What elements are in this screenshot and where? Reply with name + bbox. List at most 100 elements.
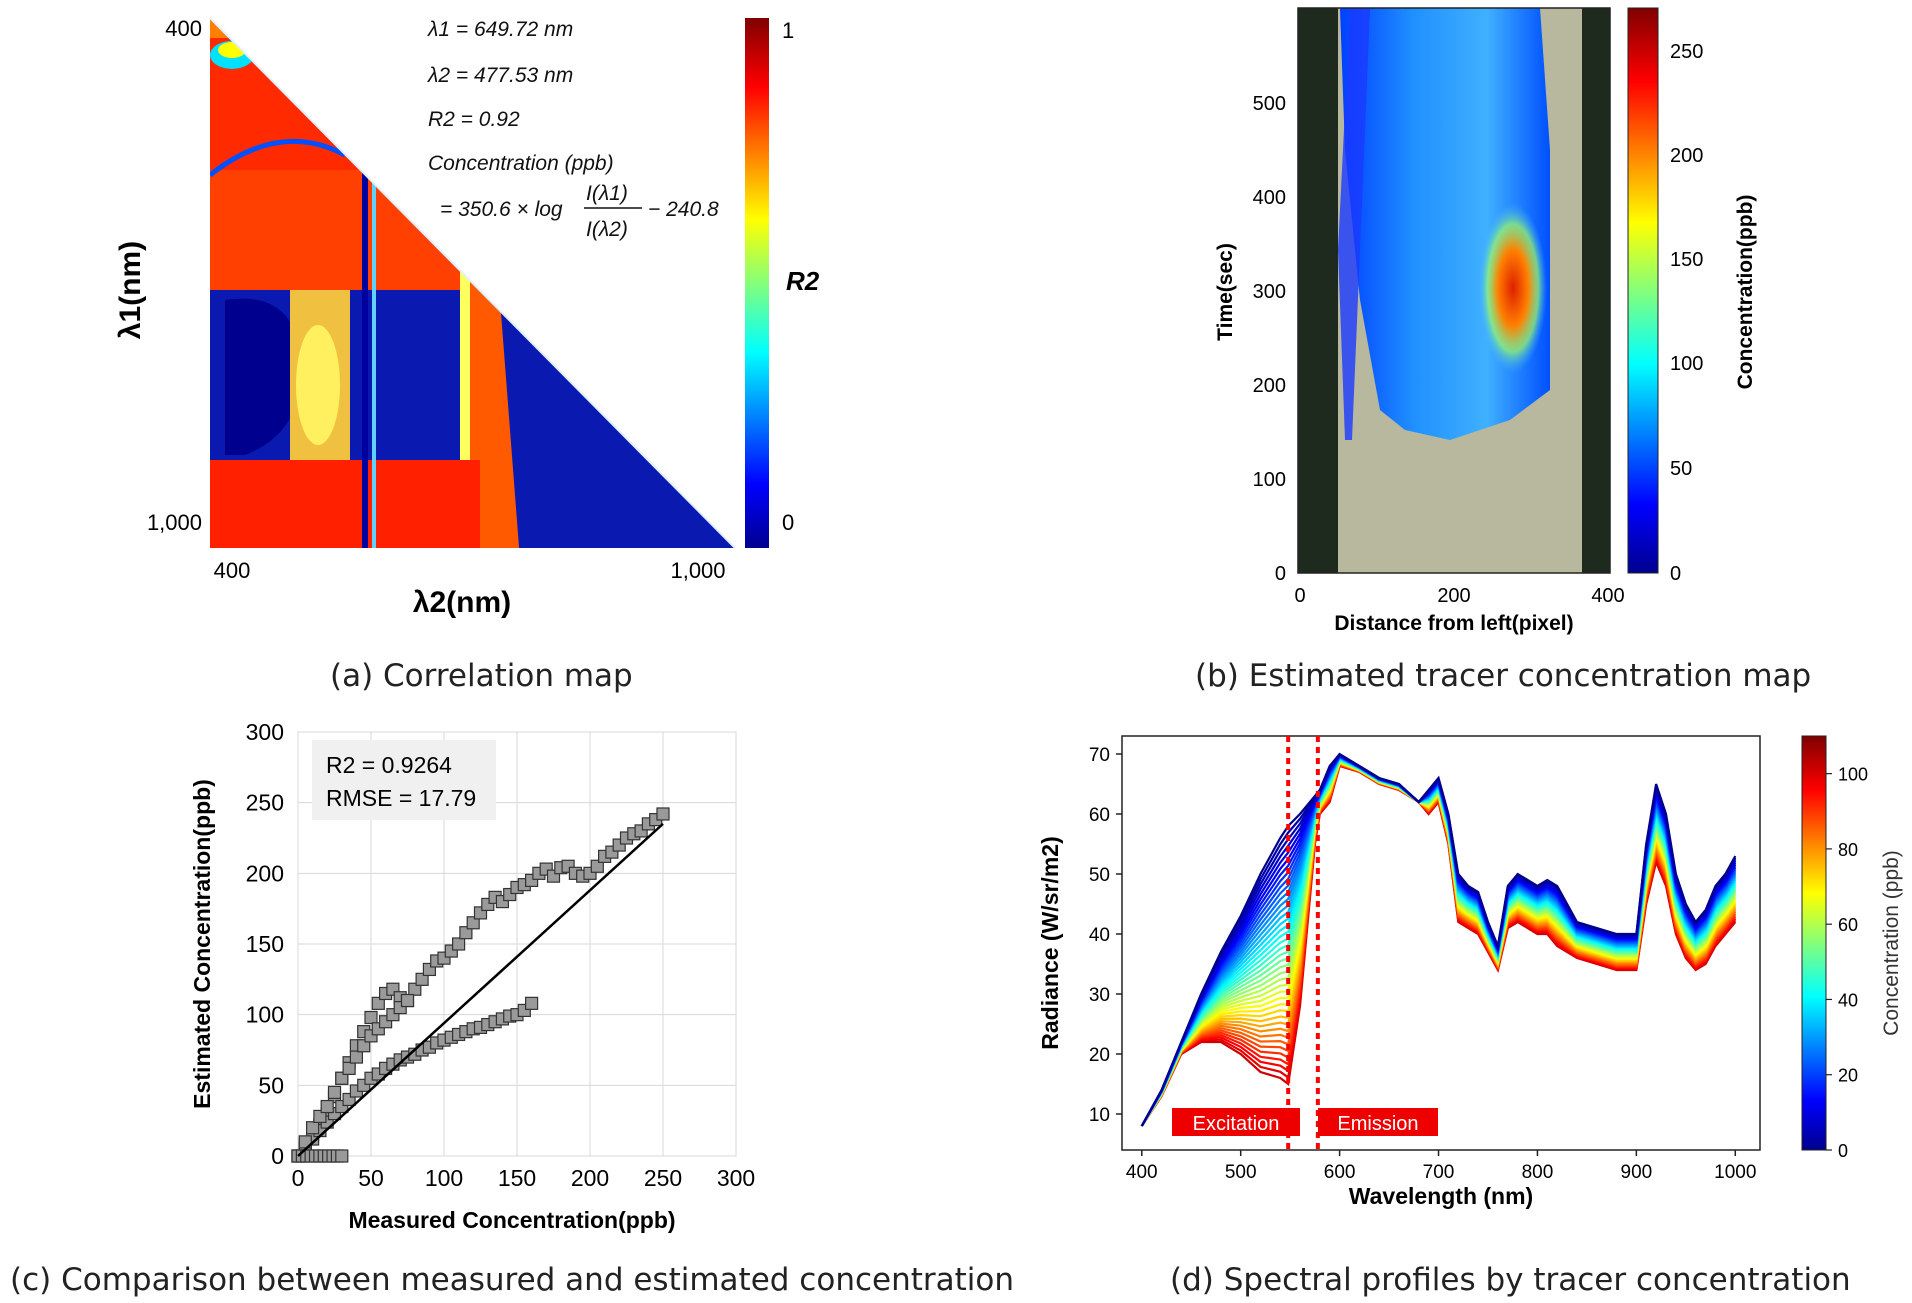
- b-cbar-label: Concentration(ppb): [1734, 195, 1757, 390]
- c-stat-rmse: RMSE = 17.79: [326, 785, 476, 811]
- tracer-map-panel: 0 100 200 300 400 500 0 200 400 Distance…: [1214, 7, 1757, 635]
- d-xtick-label: 400: [1126, 1162, 1158, 1183]
- b-xtick-400: 400: [1591, 585, 1624, 607]
- c-point: [452, 937, 466, 951]
- b-x-axis: 0 200 400: [1294, 585, 1624, 607]
- a-eq-num: I(λ1): [586, 182, 628, 205]
- a-ylabel: λ1(nm): [114, 241, 147, 339]
- c-point: [408, 982, 422, 996]
- c-point: [656, 807, 670, 821]
- d-spectra: [1140, 752, 1737, 1127]
- c-stat-r2: R2 = 0.9264: [326, 752, 452, 778]
- d-colorbar-ticks: 0 20 40 60 80 100: [1826, 765, 1868, 1161]
- a-eq-prefix: = 350.6 × log: [440, 198, 563, 221]
- c-xtick-label: 50: [358, 1165, 384, 1191]
- correlation-map-panel: 400 1,000 400 1,000 λ1(nm) λ2(nm) λ1 = 6…: [114, 16, 820, 619]
- c-point: [400, 993, 415, 1008]
- c-ytick-label: 200: [246, 860, 284, 886]
- c-xtick-label: 150: [498, 1165, 536, 1191]
- b-cbar-tick-250: 250: [1670, 41, 1703, 63]
- d-ytick-label: 70: [1089, 745, 1110, 766]
- d-cbar-tick-label: 100: [1838, 765, 1868, 785]
- d-xtick-label: 600: [1324, 1162, 1356, 1183]
- a-xlabel: λ2(nm): [413, 586, 511, 619]
- d-xtick-label: 900: [1621, 1162, 1653, 1183]
- c-point: [459, 926, 473, 940]
- c-point: [364, 1010, 378, 1025]
- c-xtick-label: 200: [571, 1165, 609, 1191]
- c-xtick-label: 100: [425, 1165, 463, 1191]
- c-point: [320, 1099, 334, 1114]
- c-ytick-label: 150: [246, 931, 284, 957]
- d-xtick-label: 1000: [1714, 1162, 1756, 1183]
- c-point: [335, 1149, 349, 1163]
- d-emission-badge: [1318, 1108, 1438, 1136]
- d-y-ticks: 10 20 30 40 50 60 70: [1089, 745, 1122, 1126]
- a-cbar-tick-0: 0: [782, 510, 794, 535]
- caption-a: (a) Correlation map: [330, 658, 633, 694]
- d-xtick-label: 500: [1225, 1162, 1257, 1183]
- c-y-ticks: 0 50 100 150 200 250 300: [246, 719, 284, 1169]
- c-stats-box: [312, 740, 496, 820]
- a-xtick-1000: 1,000: [670, 558, 725, 583]
- d-xtick-label: 700: [1423, 1162, 1455, 1183]
- c-point: [415, 972, 429, 986]
- a-lambda1: λ1 = 649.72 nm: [427, 18, 573, 41]
- d-x-ticks: 400 500 600 700 800 900 1000: [1126, 1150, 1756, 1183]
- b-xlabel: Distance from left(pixel): [1334, 612, 1573, 635]
- d-spectrum-line: [1140, 752, 1737, 1127]
- d-ytick-label: 30: [1089, 985, 1110, 1006]
- b-ylabel: Time(sec): [1214, 243, 1237, 341]
- c-ytick-label: 0: [271, 1143, 284, 1169]
- c-point: [371, 996, 385, 1010]
- scatter-panel: 0 50 100 150 200 250 300 0 50 100 150 200 250 300 R2…: [189, 719, 756, 1233]
- c-xtick-label: 300: [717, 1165, 755, 1191]
- c-point: [590, 859, 604, 873]
- d-ytick-label: 10: [1089, 1105, 1110, 1126]
- caption-b: (b) Estimated tracer concentration map: [1195, 658, 1812, 694]
- caption-d: (d) Spectral profiles by tracer concentr…: [1170, 1262, 1851, 1298]
- a-eq-line1: Concentration (ppb): [428, 152, 614, 175]
- b-ytick-500: 500: [1253, 93, 1286, 115]
- c-ytick-label: 300: [246, 719, 284, 745]
- d-xlabel: Wavelength (nm): [1349, 1183, 1533, 1209]
- b-cbar-tick-150: 150: [1670, 249, 1703, 271]
- tracer-map-image: [1298, 8, 1610, 573]
- a-xtick-400: 400: [214, 558, 251, 583]
- b-y-axis: 0 100 200 300 400 500: [1253, 93, 1286, 585]
- a-ytick-1000: 1,000: [147, 510, 202, 535]
- c-point: [349, 1050, 363, 1064]
- a-r2: R2 = 0.92: [428, 108, 520, 131]
- c-gridlines: [297, 731, 737, 1157]
- a-eq-suffix: − 240.8: [648, 198, 719, 221]
- c-point: [327, 1085, 342, 1099]
- c-ytick-label: 100: [246, 1002, 284, 1028]
- a-colorbar: [745, 18, 769, 548]
- d-cbar-tick-label: 0: [1838, 1141, 1848, 1161]
- b-colorbar: [1627, 7, 1659, 574]
- d-excitation-badge: [1172, 1108, 1300, 1136]
- c-point: [342, 1061, 356, 1075]
- b-cbar-tick-100: 100: [1670, 353, 1703, 375]
- d-cbar-tick-label: 60: [1838, 915, 1858, 935]
- c-ylabel: Estimated Concentration(ppb): [189, 779, 215, 1109]
- c-fit-line: [297, 822, 664, 1157]
- b-ytick-400: 400: [1253, 187, 1286, 209]
- c-point: [313, 1109, 327, 1124]
- d-ytick-label: 20: [1089, 1045, 1110, 1066]
- c-point: [306, 1121, 320, 1135]
- d-ytick-label: 60: [1089, 805, 1110, 826]
- a-cbar-tick-1: 1: [782, 18, 794, 43]
- c-point: [466, 916, 480, 930]
- c-point: [524, 996, 539, 1010]
- c-ytick-label: 250: [246, 790, 284, 816]
- d-cbar-tick-label: 80: [1838, 840, 1858, 860]
- d-ylabel: Radiance (W/sr/m2): [1037, 836, 1063, 1049]
- a-eq-den: I(λ2): [586, 218, 628, 241]
- b-ytick-300: 300: [1253, 281, 1286, 303]
- b-xtick-200: 200: [1437, 585, 1470, 607]
- d-ytick-label: 40: [1089, 925, 1110, 946]
- c-x-ticks: 0 50 100 150 200 250 300: [292, 1165, 756, 1191]
- c-point: [357, 1039, 371, 1053]
